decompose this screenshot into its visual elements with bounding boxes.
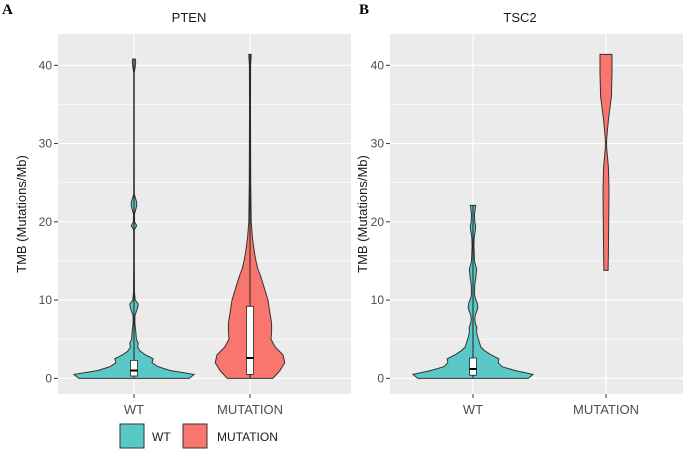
y-tick-label: 20: [39, 215, 53, 229]
y-tick-label: 20: [371, 215, 385, 229]
y-tick-label: 10: [371, 293, 385, 307]
y-tick-label: 10: [39, 293, 53, 307]
y-tick-label: 30: [39, 137, 53, 151]
legend-label-mutation: MUTATION: [217, 430, 278, 444]
y-tick-label: 0: [45, 371, 52, 385]
panel-letter-b: B: [359, 2, 369, 18]
x-tick-label-mutation: MUTATION: [217, 402, 283, 417]
legend-swatch-wt: [119, 423, 145, 449]
x-tick-label-wt: WT: [463, 402, 483, 417]
box-wt: [469, 357, 477, 376]
plot-panel-a: 0 10 20 30 40 WT MUTATION: [39, 34, 351, 417]
panel-background: [58, 34, 351, 394]
panel-title-a: PTEN: [172, 10, 207, 25]
legend-label-wt: WT: [152, 430, 171, 444]
legend: WT MUTATION: [119, 423, 278, 449]
y-tick-label: 40: [371, 58, 385, 72]
panel-title-b: TSC2: [503, 10, 536, 25]
box-mutation: [246, 305, 254, 375]
x-tick-label-wt: WT: [124, 402, 144, 417]
violin-mutation: [599, 53, 613, 271]
y-tick-label: 30: [371, 137, 385, 151]
x-tick-label-mutation: MUTATION: [573, 402, 639, 417]
y-axis-title-b: TMB (Mutations/Mb): [355, 155, 370, 273]
panel-background: [390, 34, 683, 394]
y-axis-title-a: TMB (Mutations/Mb): [14, 155, 29, 273]
y-tick-label: 40: [39, 58, 53, 72]
legend-swatch-mutation: [182, 423, 208, 449]
panel-letter-a: A: [2, 2, 13, 18]
plot-panel-b: 0 10 20 30 40 WT MUTATION: [371, 34, 683, 417]
box-wt: [130, 359, 138, 377]
y-tick-label: 0: [377, 371, 384, 385]
